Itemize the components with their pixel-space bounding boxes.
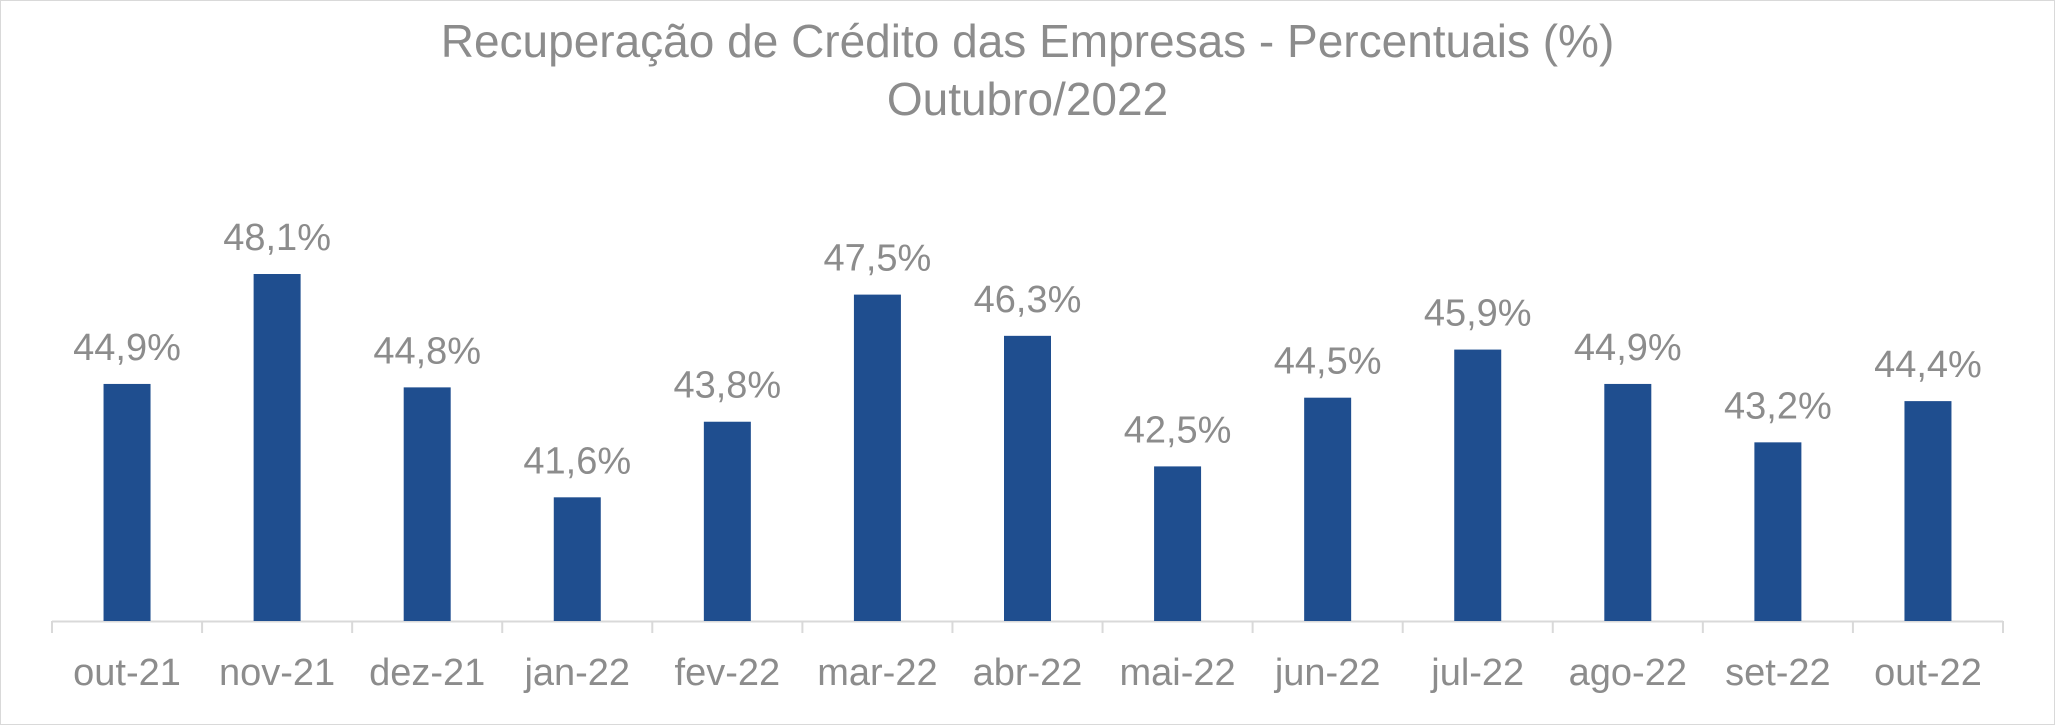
x-tick-label-mar-22: mar-22 — [817, 652, 937, 694]
data-label-set-22: 43,2% — [1724, 385, 1832, 427]
bar-jun-22 — [1304, 397, 1352, 621]
bar-set-22 — [1754, 442, 1802, 621]
x-tick-label-set-22: set-22 — [1725, 652, 1831, 694]
x-tick-label-ago-22: ago-22 — [1569, 652, 1687, 694]
x-tick-label-jun-22: jun-22 — [1274, 652, 1381, 694]
data-label-jul-22: 45,9% — [1424, 293, 1532, 335]
data-label-jun-22: 44,5% — [1274, 341, 1382, 383]
data-label-jan-22: 41,6% — [523, 440, 631, 482]
chart-title: Recuperação de Crédito das Empresas - Pe… — [440, 15, 1615, 67]
x-tick-label-out-21: out-21 — [73, 652, 181, 694]
data-label-nov-21: 48,1% — [223, 217, 331, 259]
bar-out-21 — [103, 383, 151, 621]
data-label-out-22: 44,4% — [1874, 344, 1982, 386]
data-label-dez-21: 44,8% — [373, 330, 481, 372]
chart-title-block: Recuperação de Crédito das Empresas - Pe… — [0, 12, 2055, 128]
chart-subtitle: Outubro/2022 — [886, 73, 1169, 125]
bar-nov-21 — [253, 274, 301, 621]
data-label-out-21: 44,9% — [73, 327, 181, 369]
bar-abr-22 — [1004, 335, 1051, 621]
x-tick-label-dez-21: dez-21 — [369, 652, 485, 694]
bar-ago-22 — [1604, 383, 1652, 621]
bar-dez-21 — [403, 387, 451, 621]
bar-mar-22 — [853, 294, 901, 621]
x-tick-label-jul-22: jul-22 — [1430, 652, 1524, 694]
x-tick-label-nov-21: nov-21 — [219, 652, 335, 694]
bar-fev-22 — [703, 421, 751, 621]
data-label-abr-22: 46,3% — [974, 279, 1082, 321]
data-label-mai-22: 42,5% — [1124, 409, 1232, 451]
data-label-fev-22: 43,8% — [673, 365, 781, 407]
x-tick-label-mai-22: mai-22 — [1119, 652, 1235, 694]
bar-jan-22 — [553, 497, 601, 621]
x-tick-label-jan-22: jan-22 — [523, 652, 630, 694]
data-label-ago-22: 44,9% — [1574, 327, 1682, 369]
bar-out-22 — [1904, 401, 1952, 621]
bar-jul-22 — [1454, 349, 1502, 621]
data-label-mar-22: 47,5% — [824, 238, 932, 280]
x-tick-label-abr-22: abr-22 — [973, 652, 1083, 694]
x-tick-label-fev-22: fev-22 — [675, 652, 781, 694]
bar-mai-22 — [1154, 466, 1202, 621]
x-tick-label-out-22: out-22 — [1874, 652, 1982, 694]
